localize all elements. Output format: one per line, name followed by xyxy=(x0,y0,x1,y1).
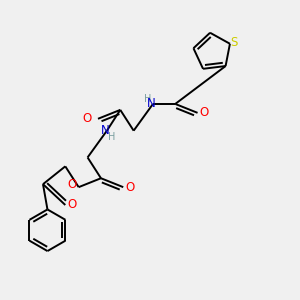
Text: S: S xyxy=(230,36,238,49)
Text: N: N xyxy=(147,98,156,110)
Text: H: H xyxy=(144,94,151,103)
Text: N: N xyxy=(101,124,110,137)
Text: O: O xyxy=(200,106,209,119)
Text: O: O xyxy=(67,199,76,212)
Text: O: O xyxy=(68,178,77,191)
Text: O: O xyxy=(125,181,134,194)
Text: O: O xyxy=(82,112,92,125)
Text: H: H xyxy=(108,132,115,142)
